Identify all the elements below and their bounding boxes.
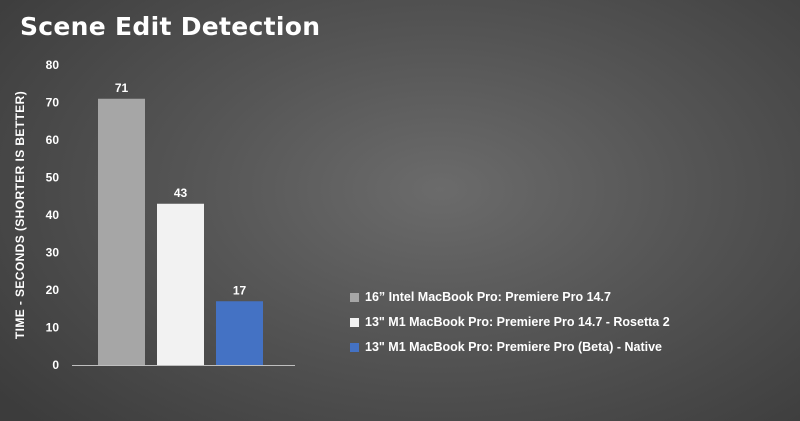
y-tick-label: 60 — [46, 133, 60, 147]
y-tick-label: 50 — [46, 171, 60, 185]
chart-title: Scene Edit Detection — [20, 12, 321, 41]
y-tick-label: 30 — [46, 246, 60, 260]
data-label: 71 — [115, 81, 129, 95]
bar — [98, 98, 145, 365]
legend-label: 13" M1 MacBook Pro: Premiere Pro 14.7 - … — [365, 315, 670, 329]
bar — [216, 301, 263, 365]
data-label: 17 — [233, 283, 247, 297]
legend-label: 13" M1 MacBook Pro: Premiere Pro (Beta) … — [365, 340, 662, 354]
legend-swatch — [350, 292, 359, 302]
legend-swatch — [350, 342, 359, 352]
legend-label: 16” Intel MacBook Pro: Premiere Pro 14.7 — [365, 290, 611, 304]
y-tick-label: 20 — [46, 283, 60, 297]
y-tick-label: 10 — [46, 321, 60, 335]
legend-swatch — [350, 317, 359, 327]
y-tick-label: 0 — [52, 358, 59, 372]
y-tick-label: 70 — [46, 96, 60, 110]
chart-legend: 16” Intel MacBook Pro: Premiere Pro 14.7… — [350, 290, 670, 354]
y-tick-label: 80 — [46, 58, 60, 72]
y-tick-label: 40 — [46, 208, 60, 222]
y-axis-title: TIME - SECONDS (SHORTER IS BETTER) — [13, 91, 27, 339]
legend-entry: 13" M1 MacBook Pro: Premiere Pro 14.7 - … — [350, 315, 670, 329]
legend-entry: 16” Intel MacBook Pro: Premiere Pro 14.7 — [350, 290, 670, 304]
data-label: 43 — [174, 186, 188, 200]
bar — [157, 203, 204, 365]
legend-entry: 13" M1 MacBook Pro: Premiere Pro (Beta) … — [350, 340, 670, 354]
